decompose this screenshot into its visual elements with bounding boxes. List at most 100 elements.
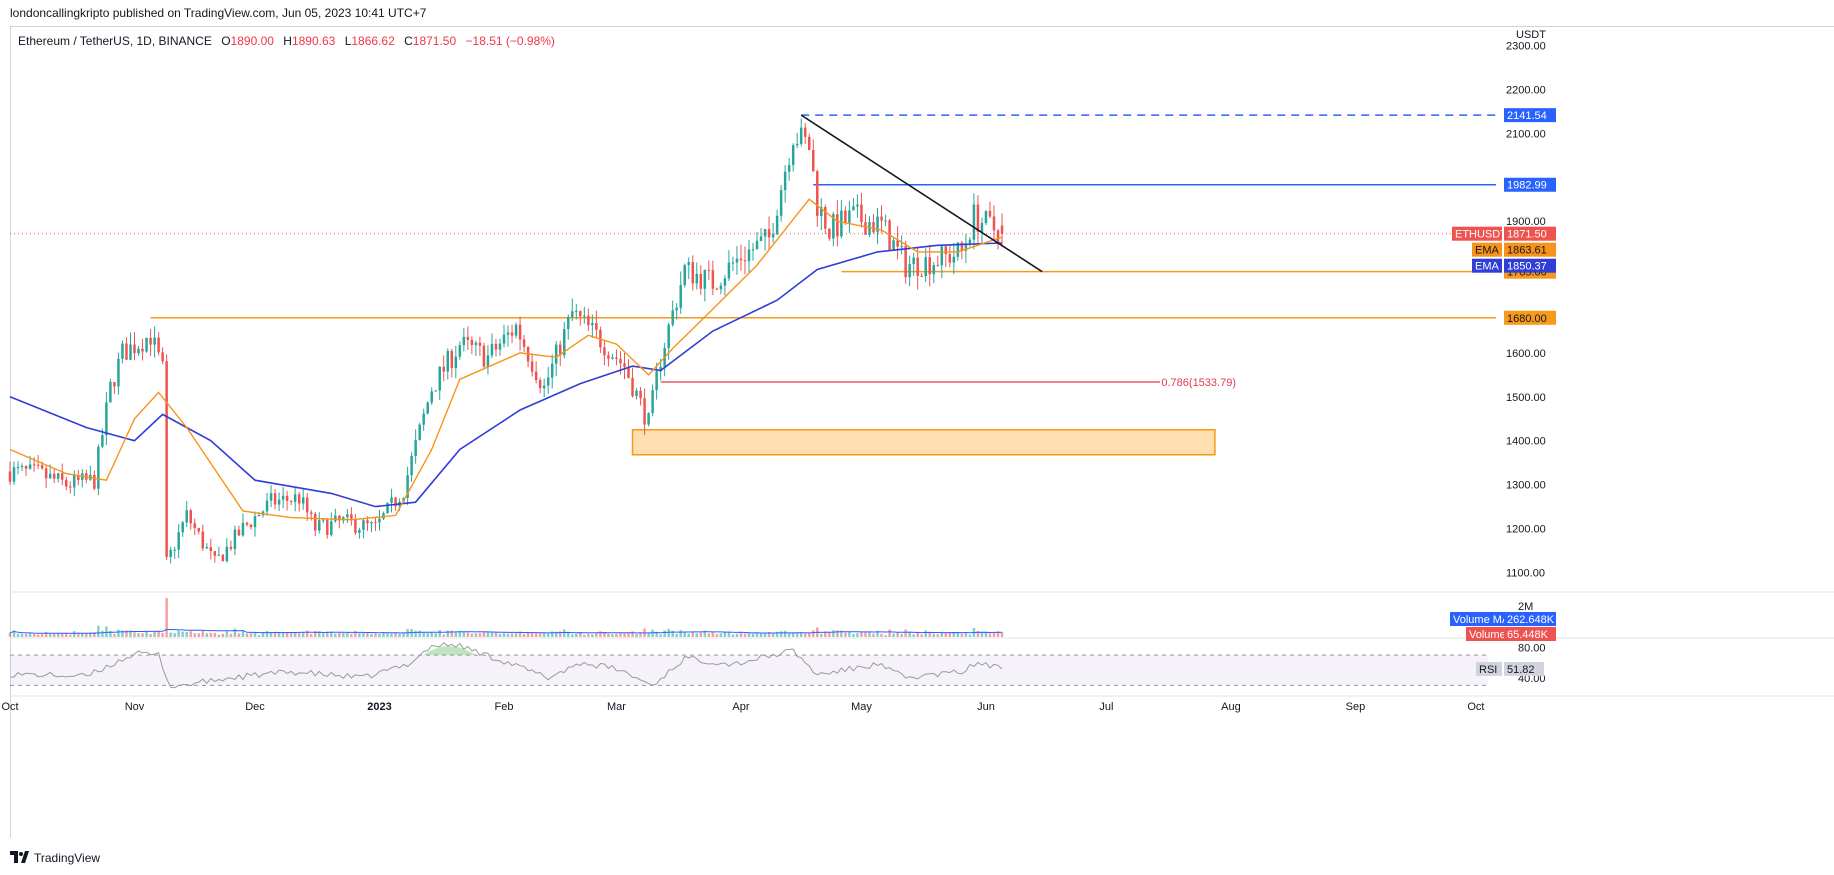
candle-body <box>799 127 803 144</box>
candle-body <box>241 522 245 536</box>
volume-bar <box>442 634 446 637</box>
volume-bar <box>77 632 80 637</box>
x-tick-label: Apr <box>732 701 749 713</box>
volume-bar <box>109 630 112 637</box>
volume-bar <box>510 633 514 637</box>
candle-body <box>715 288 719 290</box>
candle-body <box>474 342 478 346</box>
volume-bar <box>984 631 988 637</box>
candle-body <box>506 332 510 335</box>
candle-body <box>884 220 887 222</box>
candle-body <box>643 398 646 425</box>
candle-body <box>362 520 365 530</box>
volume-bar <box>209 632 213 637</box>
volume-bar <box>759 633 763 637</box>
footer[interactable]: TradingView <box>10 848 100 868</box>
candle-body <box>611 357 614 359</box>
candle-body <box>755 240 759 250</box>
volume-bar <box>414 630 417 637</box>
volume-bar <box>289 633 293 637</box>
candle-body <box>791 145 795 166</box>
symbol-legend[interactable]: Ethereum / TetherUS, 1D, BINANCE O1890.0… <box>18 34 555 48</box>
volume-bar <box>153 631 156 637</box>
candle-body <box>615 357 618 359</box>
volume-bar <box>667 628 670 637</box>
volume-bar <box>751 633 755 637</box>
volume-bar <box>635 633 638 637</box>
volume-bar <box>896 632 899 637</box>
candle-body <box>587 315 590 326</box>
candle-body <box>77 475 80 481</box>
candle-body <box>301 497 305 504</box>
volume-bar <box>68 634 72 637</box>
candle-body <box>153 337 156 345</box>
volume-bar <box>824 631 827 637</box>
rsi-line <box>10 642 1003 689</box>
volume-bar <box>221 633 225 637</box>
chart-canvas[interactable]: 2300.00 2200.00 2100.00 1900.00 1600.00 1500.… <box>0 0 1834 848</box>
candle-body <box>281 495 285 500</box>
volume-bar <box>795 632 799 637</box>
candle-body <box>960 242 964 251</box>
candle-body <box>370 522 373 524</box>
volume-bar <box>24 633 28 637</box>
candle-body <box>221 554 225 561</box>
candle-body <box>24 465 28 469</box>
volume-bar <box>89 632 92 637</box>
x-tick-label: Feb <box>495 701 514 713</box>
volume-bar <box>181 631 184 637</box>
candle-body <box>924 257 927 277</box>
volume-bar <box>619 632 622 637</box>
candle-body <box>783 171 787 191</box>
volume-bar <box>285 631 289 637</box>
volume-bar <box>418 630 421 637</box>
y-tick-label: 1500.00 <box>1506 392 1546 404</box>
volume-bar <box>948 632 952 637</box>
volume-bar <box>309 634 313 637</box>
candle-body <box>197 528 201 532</box>
candle-body <box>530 361 534 372</box>
candle-body <box>627 366 630 378</box>
descending-trendline[interactable] <box>800 114 1043 273</box>
ema-tag-value-bg <box>1504 242 1556 257</box>
high-value: 1890.63 <box>291 34 336 48</box>
candle-body <box>619 358 622 364</box>
candle-body <box>133 344 136 354</box>
volume-bar <box>434 633 437 637</box>
volume-bar <box>615 633 618 637</box>
volume-bar <box>703 630 707 637</box>
ema-fast-line <box>9 198 1003 521</box>
volume-bar <box>498 633 502 637</box>
rsi-value-bg <box>1504 661 1544 676</box>
volume-bar <box>52 633 56 637</box>
volume-bar <box>775 631 779 637</box>
volume-bar <box>844 632 847 637</box>
volume-bar <box>567 631 570 637</box>
candle-body <box>68 486 72 488</box>
volume-bar <box>647 632 650 637</box>
level-tag-1680.00: 1680.00 <box>1507 313 1547 325</box>
volume-bar <box>149 634 152 637</box>
candle-body <box>426 402 429 414</box>
demand-zone-rect[interactable] <box>631 428 1216 456</box>
candle-body <box>679 285 682 308</box>
volume-bar <box>350 633 353 637</box>
volume-bar <box>799 632 803 637</box>
candle-body <box>245 522 249 525</box>
volume-bar <box>362 632 365 637</box>
chart-frame[interactable] <box>10 26 1834 838</box>
candle-body <box>269 493 273 501</box>
volume-bar <box>193 633 196 637</box>
candle-body <box>350 514 353 520</box>
volume-bar <box>506 633 510 637</box>
candle-body <box>44 468 48 479</box>
candle-body <box>237 529 241 536</box>
candle-body <box>928 257 931 275</box>
candle-body <box>173 549 176 551</box>
candle-body <box>410 455 413 476</box>
volume-bar <box>679 630 682 637</box>
volume-bar <box>426 632 429 637</box>
candle-body <box>607 355 610 359</box>
volume-bar <box>233 628 237 637</box>
candle-body <box>502 334 506 344</box>
